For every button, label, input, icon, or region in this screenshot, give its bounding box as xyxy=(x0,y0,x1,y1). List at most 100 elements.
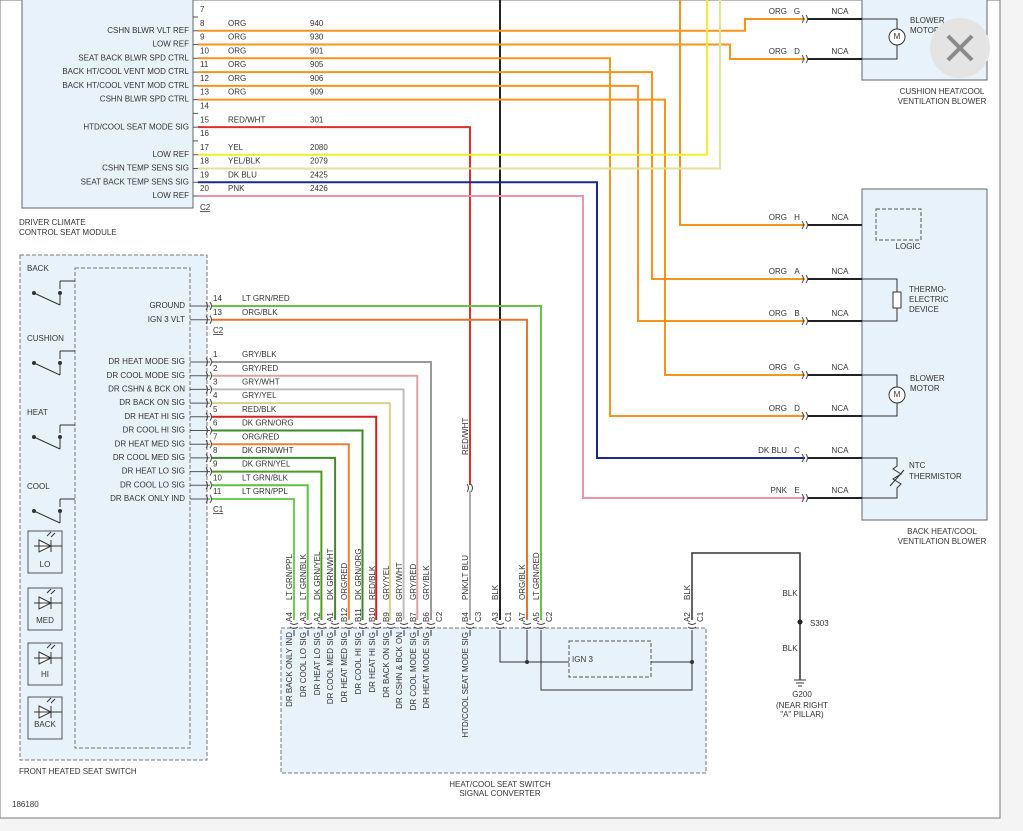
wire xyxy=(198,195,805,499)
motor-symbol: M xyxy=(894,390,901,399)
wire-color: ORG xyxy=(769,267,787,276)
module-title: FRONT HEATED SEAT SWITCH xyxy=(19,767,137,776)
pin-signal: DR HEAT LO SIG xyxy=(122,467,185,476)
pin-number: A1 xyxy=(326,612,335,622)
wire-color: ORG xyxy=(769,213,787,222)
figure-id: 186180 xyxy=(12,800,39,809)
wire-color: DK BLU xyxy=(758,446,787,455)
wire xyxy=(211,470,323,620)
switch-contact xyxy=(58,291,62,295)
wire xyxy=(499,636,569,663)
pin-signal: DR HEAT MODE SIG xyxy=(422,632,431,709)
wire-color: DK GRN/WHT xyxy=(242,446,294,455)
wire-color: GRY/YEL xyxy=(242,391,277,400)
pin-number: B11 xyxy=(354,608,363,622)
converter-box xyxy=(280,627,707,774)
wire xyxy=(862,374,898,387)
circuit-number: 930 xyxy=(310,33,324,42)
wire-color: ORG xyxy=(769,404,787,413)
pin-signal: DR COOL MODE SIG xyxy=(409,632,418,710)
wire-color: ORG xyxy=(228,74,246,83)
terminal-pin: C xyxy=(794,446,800,455)
pin-number: B9 xyxy=(382,612,391,622)
wire xyxy=(198,126,471,485)
pin-number: A3 xyxy=(491,612,500,622)
led-symbol xyxy=(34,588,62,610)
wire xyxy=(862,278,898,292)
circuit-number: 2080 xyxy=(310,143,328,152)
connector xyxy=(801,220,808,230)
wire-color: GRY/WHT xyxy=(242,378,280,387)
close-icon[interactable] xyxy=(946,34,974,62)
module-title: BACK HEAT/COOL xyxy=(907,527,977,536)
module-box xyxy=(861,188,988,521)
wire xyxy=(211,361,432,620)
switch-contact xyxy=(32,435,36,439)
switch-contact xyxy=(58,435,62,439)
component-label: DEVICE xyxy=(909,305,939,314)
indicator-box xyxy=(27,642,63,686)
wire-color: GRY/RED xyxy=(242,364,279,373)
pin-signal: CSHN BLWR VLT REF xyxy=(107,26,189,35)
circuit-number: 2425 xyxy=(310,170,328,179)
connector-label: C2 xyxy=(435,611,444,622)
wire-color: LT GRN/BLK xyxy=(299,553,308,600)
wire-color: ORG xyxy=(228,19,246,28)
wire-color: ORG/BLK xyxy=(242,308,278,317)
connector xyxy=(330,622,340,629)
pin-number: 9 xyxy=(200,33,205,42)
wire-color: RED/BLK xyxy=(368,565,377,600)
wire-color: LT GRN/PPL xyxy=(242,487,288,496)
connector xyxy=(205,315,212,324)
pin-number: 13 xyxy=(200,88,209,97)
pin-signal: GROUND xyxy=(149,301,185,310)
circuit-number: 901 xyxy=(310,46,324,55)
pin-signal: DR COOL LO SIG xyxy=(299,632,308,697)
wire xyxy=(211,429,364,620)
connector-label: C1 xyxy=(213,505,224,514)
wire xyxy=(862,403,898,417)
pin-number: 10 xyxy=(200,46,209,55)
wire xyxy=(198,0,721,170)
pin-number: 18 xyxy=(200,157,209,166)
pin-signal: DR COOL HI SIG xyxy=(123,426,185,435)
wire-color: YEL/BLK xyxy=(228,157,261,166)
terminal-pin: D xyxy=(794,47,800,56)
connector xyxy=(205,467,212,476)
terminal-pin: B xyxy=(794,309,799,318)
pin-signal: DR HEAT LO SIG xyxy=(313,632,322,695)
wire-color: ORG/RED xyxy=(242,432,280,441)
connector-label: NCA xyxy=(832,404,850,413)
wire xyxy=(862,308,898,322)
connector xyxy=(801,274,808,284)
component-label: BLOWER xyxy=(910,16,945,25)
pin-number: 1 xyxy=(213,350,218,359)
pin-signal: DR HEAT MED SIG xyxy=(115,439,185,448)
connector xyxy=(399,622,409,629)
switch-symbol xyxy=(33,424,75,450)
pin-number: 16 xyxy=(200,129,209,138)
led-symbol xyxy=(34,643,62,665)
wire-color: RED/WHT xyxy=(228,115,265,124)
module-title: VENTILATION BLOWER xyxy=(898,97,987,106)
connector xyxy=(801,453,808,463)
connector xyxy=(289,622,299,629)
wire xyxy=(198,71,805,280)
led-symbol xyxy=(34,697,62,719)
close-button[interactable] xyxy=(930,18,990,78)
junction xyxy=(690,660,694,664)
pin-number: A3 xyxy=(299,612,308,622)
pin-number: 8 xyxy=(200,19,205,28)
wire-color: DK BLU xyxy=(228,170,257,179)
wire-color: ORG xyxy=(769,309,787,318)
connector xyxy=(372,622,382,629)
wire-color: GRY/BLK xyxy=(422,565,431,600)
connector xyxy=(801,370,808,380)
wire-color: GRY/WHT xyxy=(395,562,404,600)
terminal-pin: H xyxy=(794,213,800,222)
connector-label: NCA xyxy=(832,267,850,276)
pin-signal: BACK HT/COOL VENT MOD CTRL xyxy=(62,67,189,76)
pin-number: 15 xyxy=(200,115,209,124)
connector-label: NCA xyxy=(832,309,850,318)
